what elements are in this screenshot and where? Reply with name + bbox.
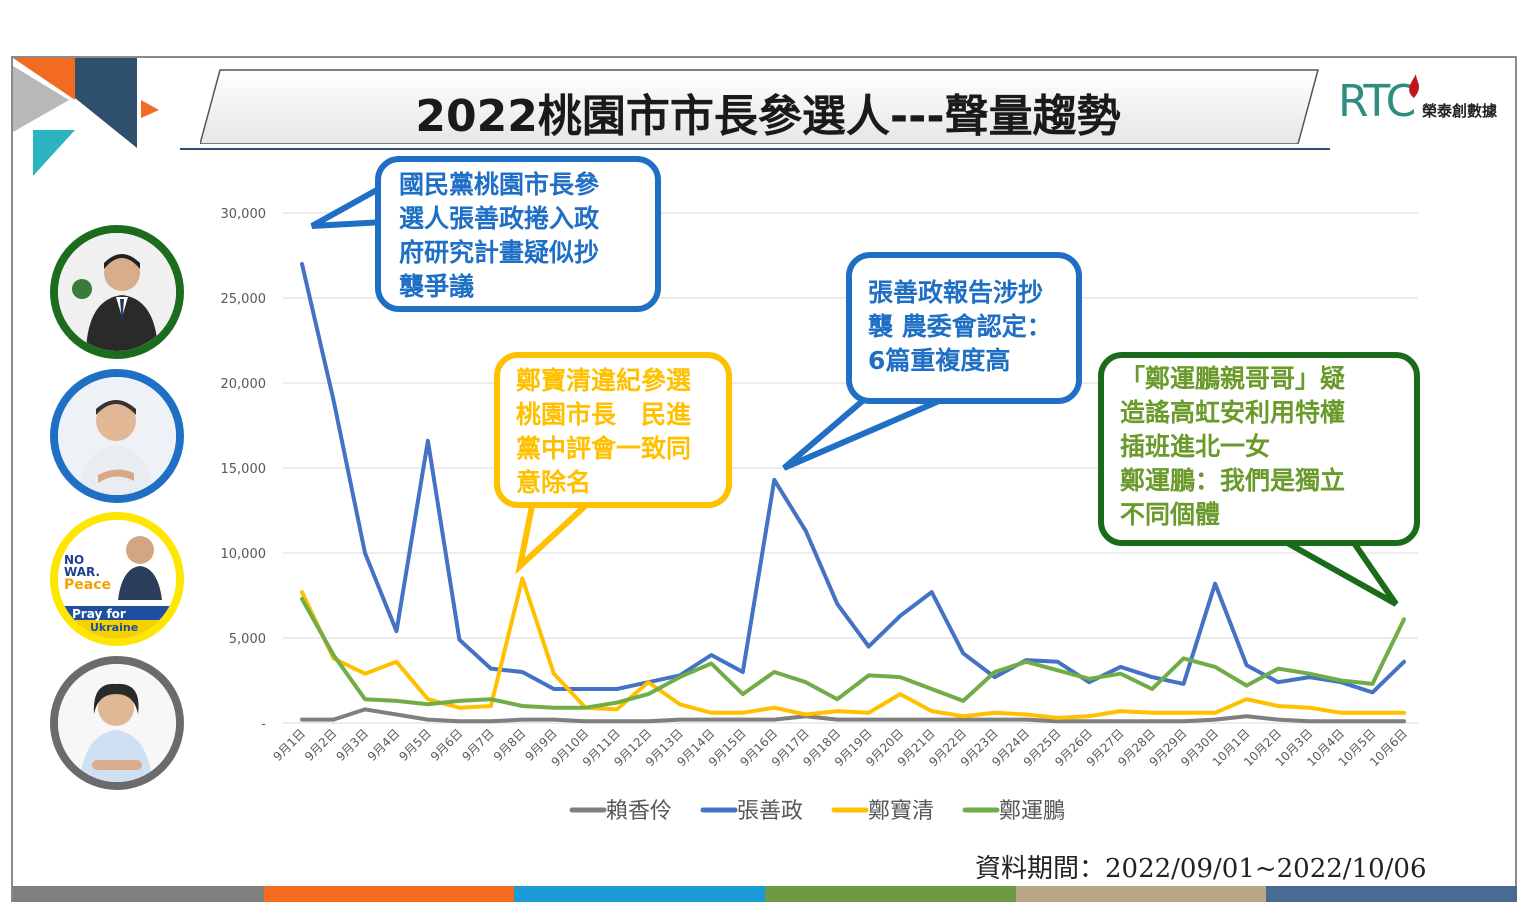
portrait-dpp-icon xyxy=(58,377,176,495)
avatar-kmt xyxy=(50,225,184,359)
corner-decoration xyxy=(13,58,159,176)
x-tick-label: 9月6日 xyxy=(428,726,466,764)
x-tick-label: 9月7日 xyxy=(459,726,497,764)
y-tick-label: 15,000 xyxy=(221,462,267,477)
avatar-tpp xyxy=(50,656,184,790)
callout-cheng-yun-brother: 「鄭運鵬親哥哥」疑 造謠高虹安利用特權 插班進北一女 鄭運鵬：我們是獨立 不同個… xyxy=(1098,352,1420,546)
footer-seg-green xyxy=(765,886,1016,902)
deco-small-orange xyxy=(141,100,159,118)
callout-cheng-bao-expelled: 鄭寶清違紀參選 桃園市長 民進 黨中評會一致同 意除名 xyxy=(494,352,732,508)
x-tick-label: 9月4日 xyxy=(365,726,403,764)
source-note: 資料期間：2022/09/01~2022/10/06 xyxy=(975,854,1427,884)
avatar-yellow-text-no: NO xyxy=(64,553,85,567)
deco-navy-triangle xyxy=(75,58,137,148)
avatar-yellow-text-pray: Pray for xyxy=(72,607,126,621)
avatar-yellow-text-war: WAR. xyxy=(64,565,101,579)
avatar-yellow-text-peace: Peace xyxy=(64,577,111,593)
series-line-3 xyxy=(300,596,1406,710)
footer-color-bar xyxy=(13,886,1518,902)
footer-seg-blue xyxy=(514,886,766,902)
legend-label: 張善政 xyxy=(737,799,803,824)
x-tick-label: 9月8日 xyxy=(491,726,529,764)
callout-chang-plagiarism: 張善政報告涉抄 襲 農委會認定： 6篇重複度高 xyxy=(846,252,1082,404)
footer-seg-gray xyxy=(13,886,264,902)
y-tick-label: 25,000 xyxy=(221,292,267,307)
series-line-2 xyxy=(300,576,1406,720)
legend-label: 鄭運鵬 xyxy=(999,799,1065,824)
deco-cyan-triangle xyxy=(33,130,75,176)
footer-seg-navy xyxy=(1266,886,1518,902)
portrait-tpp-icon xyxy=(58,664,176,782)
y-tick-label: 10,000 xyxy=(221,547,267,562)
deco-small-navy xyxy=(125,124,135,134)
rtc-logo-mark: RTC xyxy=(1338,76,1416,127)
deco-gray-triangle xyxy=(13,66,69,132)
avatar-dpp xyxy=(50,369,184,503)
callout-chang-research: 國民黨桃園市長參 選人張善政捲入政 府研究計畫疑似抄 襲爭議 xyxy=(375,156,661,312)
x-tick-label: 9月3日 xyxy=(333,726,371,764)
rtc-logo: RTC xyxy=(1338,72,1513,130)
footer-seg-tan xyxy=(1015,886,1267,902)
legend-label: 賴香伶 xyxy=(606,799,672,824)
portrait-kmt-icon xyxy=(58,233,176,351)
deco-orange-triangle xyxy=(13,58,75,100)
x-tick-label: 9月5日 xyxy=(396,726,434,764)
title-banner xyxy=(200,69,1319,144)
rtc-logo-name: 榮泰創數據 xyxy=(1422,102,1498,120)
callout-tail-cheng-yun xyxy=(1270,537,1399,607)
x-tick-label: 9月1日 xyxy=(270,726,308,764)
avatar-yellow: NO WAR. Peace Pray for Ukraine xyxy=(50,512,184,646)
callout-tail-chang-plagiarism xyxy=(782,395,948,471)
legend-label: 鄭寶清 xyxy=(868,799,934,824)
y-tick-label: 20,000 xyxy=(221,377,267,392)
x-tick-label: 9月2日 xyxy=(302,726,340,764)
y-tick-label: - xyxy=(261,717,266,732)
series-line-1 xyxy=(300,262,1406,695)
page-title-text: 2022桃園市市長參選人---聲量趨勢 xyxy=(415,91,1121,142)
callout-tail-chang-research xyxy=(310,180,387,229)
y-tick-label: 5,000 xyxy=(229,632,266,647)
avatar-yellow-text-ukraine: Ukraine xyxy=(90,621,139,634)
y-tick-label: 30,000 xyxy=(221,207,267,222)
series-line-0 xyxy=(300,707,1406,724)
flame-icon xyxy=(1409,74,1420,98)
footer-seg-orange xyxy=(263,886,515,902)
title-underline xyxy=(180,148,1330,150)
page-title: 2022桃園市市長參選人---聲量趨勢 xyxy=(0,80,1536,144)
